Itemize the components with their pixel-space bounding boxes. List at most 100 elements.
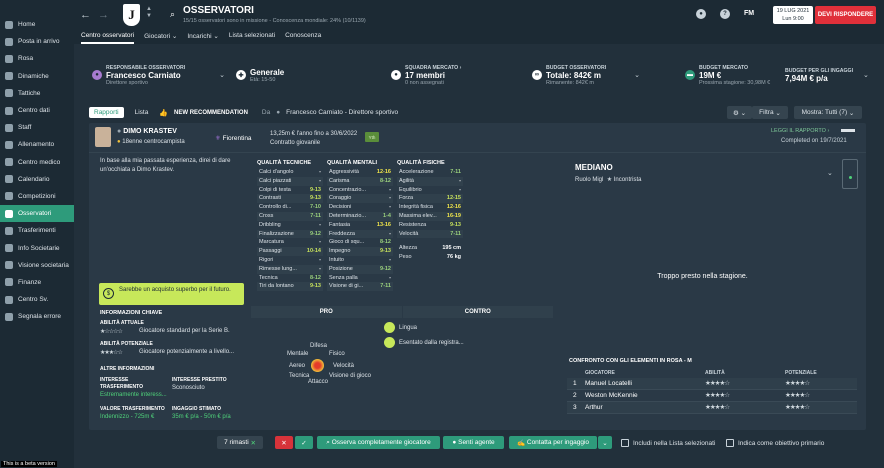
comparison-row[interactable]: 1 Manuel Locatelli ★★★★☆ ★★★★☆ — [567, 378, 857, 390]
filter-button[interactable]: Filtra ⌄ — [752, 106, 788, 119]
trophy-icon — [5, 192, 13, 201]
sidebar-item-dev-centre[interactable]: Centro Sv. — [0, 291, 74, 308]
sidebar-item-inbox[interactable]: Posta in arrivo — [0, 33, 74, 50]
sidebar-item-training[interactable]: Allenamento — [0, 136, 74, 153]
wage-budget-panel[interactable]: BUDGET PER GLI INGAGGI 7,94M € p/a ⌄ — [785, 67, 869, 83]
remaining-counter[interactable]: 7 rimasti ✕ — [217, 436, 263, 449]
show-dropdown[interactable]: Mostra: Tutti (7) ⌄ — [794, 106, 862, 119]
scout-player-button[interactable]: ⌕ Osserva completamente giocatore — [317, 436, 440, 449]
sidebar-item-transfers[interactable]: Trasferimenti — [0, 222, 74, 239]
fm-menu-button[interactable]: FM — [744, 10, 755, 17]
position-pitch — [842, 159, 858, 189]
general-panel[interactable]: ✚ Generale Età: 15-50 — [236, 57, 284, 93]
help-icon[interactable]: ? — [720, 9, 730, 19]
staff-icon — [5, 123, 13, 132]
chevron-down-icon[interactable]: ⌄ — [863, 72, 869, 79]
sidebar-item-medical[interactable]: Centro medico — [0, 154, 74, 171]
sidebar-item-club-vision[interactable]: Visione societaria — [0, 257, 74, 274]
tab-shortlist[interactable]: Lista selezionati — [228, 32, 276, 39]
dollar-icon: $ — [103, 288, 114, 299]
report-header: ● DIMO KRASTEV ● 18enne centrocampista ⚜… — [89, 123, 866, 153]
attribute-row: Passaggi 10-14 — [257, 247, 323, 256]
flag-icon — [841, 129, 855, 132]
social-icon[interactable]: ● — [696, 9, 706, 19]
comparison-row[interactable]: 3 Arthur ★★★★☆ ★★★★☆ — [567, 402, 857, 414]
attribute-row: Accelerazione 7-11 — [399, 169, 461, 175]
chevron-down-icon[interactable]: ⌄ — [827, 170, 833, 177]
comparison-header: GIOCATORE ABILITÀ POTENZIALE — [585, 370, 817, 376]
tab-list[interactable]: Lista — [134, 109, 149, 116]
player-photo[interactable] — [95, 127, 111, 147]
chevron-down-icon[interactable]: ⌄ — [634, 72, 641, 79]
attribute-row: Calci d'angolo - — [259, 169, 321, 175]
read-report-link[interactable]: LEGGI IL RAPPORTO › — [771, 128, 830, 134]
sidebar-item-dynamics[interactable]: Dinamiche — [0, 68, 74, 85]
sidebar-item-data-hub[interactable]: Centro dati — [0, 102, 74, 119]
sidebar-item-club-info[interactable]: Info Societarie — [0, 239, 74, 256]
sidebar-item-tactics[interactable]: Tattiche — [0, 85, 74, 102]
report-description: In base alla mia passata esperienza, dir… — [100, 158, 231, 173]
attribute-row: Cross 7-11 — [257, 211, 323, 221]
game-date[interactable]: 19 LUG 2021 Lun 9:00 — [773, 6, 813, 24]
completed-date: Completed on 19/7/2021 — [781, 138, 847, 144]
transfer-budget-panel[interactable]: ▬ BUDGET MERCATO 19M € Prossima stagione… — [685, 64, 771, 86]
chevron-down-icon[interactable]: ⌄ — [219, 72, 226, 79]
handshake-icon: ✍ — [516, 439, 527, 447]
accept-button[interactable]: ✓ — [295, 436, 313, 449]
player-club[interactable]: ⚜ Fiorentina — [215, 135, 252, 142]
dev-centre-icon — [5, 295, 13, 304]
page-subtitle: 15/15 osservatori sono in missione - Con… — [183, 18, 366, 24]
reject-button[interactable]: ✕ — [275, 436, 293, 449]
tab-scouting-centre[interactable]: Centro osservatori — [81, 32, 135, 44]
comparison-table: GIOCATORE ABILITÀ POTENZIALE 1 Manuel Loc… — [567, 368, 857, 414]
attribute-row: Controllo di... 7-10 — [259, 204, 321, 211]
tab-assignments[interactable]: Incarichi ⌄ — [187, 33, 219, 40]
player-name[interactable]: ● DIMO KRASTEV — [117, 128, 177, 135]
scouting-icon: ⌕ — [170, 9, 176, 19]
sidebar-item-home[interactable]: Home — [0, 16, 74, 33]
agent-button[interactable]: ● Senti agente — [443, 436, 504, 449]
attribute-row: Decisioni - — [329, 204, 391, 211]
binoculars-icon: ∞ — [532, 70, 542, 80]
back-arrow-icon[interactable]: ← — [80, 9, 91, 21]
tab-players[interactable]: Giocatori ⌄ — [144, 33, 178, 40]
offer-dropdown-button[interactable]: ⌄ — [598, 436, 612, 449]
attribute-row: Carisma 8-12 — [327, 176, 393, 186]
view-options-button[interactable]: ⚙ ⌄ — [727, 106, 752, 119]
sidebar-item-staff[interactable]: Staff — [0, 119, 74, 136]
forward-arrow-icon[interactable]: → — [98, 9, 109, 21]
calendar-icon — [5, 175, 13, 184]
attribute-row: Rigori - — [259, 256, 321, 263]
primary-target-checkbox[interactable]: Indica come obiettivo primario — [726, 439, 824, 447]
transfer-icon — [5, 226, 13, 235]
binoculars-icon — [5, 209, 13, 218]
comparison-title: CONFRONTO CON GLI ELEMENTI IN ROSA - M — [569, 358, 692, 364]
tab-reports[interactable]: Rapporti — [89, 107, 124, 118]
chief-scout-panel[interactable]: ● RESPONSABILE OSSERVATORI Francesco Car… — [92, 57, 225, 93]
sidebar-item-scouting[interactable]: Osservatori — [0, 205, 74, 223]
sidebar-item-report-bug[interactable]: Segnala errore — [0, 308, 74, 325]
attribute-row: Calci piazzati - — [257, 176, 323, 186]
shortlist-checkbox[interactable]: Includi nella Lista selezionati — [621, 439, 715, 447]
scouting-budget-panel[interactable]: ∞ BUDGET OSSERVATORI Totale: 842€ m Rima… — [532, 57, 640, 93]
sidebar-item-squad[interactable]: Rosa — [0, 50, 74, 67]
club-crest[interactable]: J — [123, 4, 140, 26]
recommended-by[interactable]: Francesco Carniato - Direttore sportivo — [286, 109, 399, 116]
sidebar-item-calendar[interactable]: Calendario — [0, 171, 74, 188]
sidebar-item-finances[interactable]: Finanze — [0, 274, 74, 291]
tab-knowledge[interactable]: Conoscenza — [285, 32, 322, 39]
attribute-row: Colpi di testa 9-13 — [259, 186, 321, 193]
youth-badge: Yth — [365, 132, 379, 142]
respond-button[interactable]: DEVI RISPONDERE — [815, 6, 876, 24]
pros-cons-header: PRO CONTRO — [251, 306, 553, 318]
sidebar-item-competitions[interactable]: Competizioni — [0, 188, 74, 205]
medical-icon — [5, 158, 13, 167]
best-role: Ruolo Migl ★ Incontrista — [575, 177, 642, 183]
vision-icon — [5, 261, 13, 270]
recruitment-team-panel[interactable]: ● SQUADRA MERCATO › 17 membri 0 non asse… — [391, 57, 461, 93]
beta-label: This is a beta version — [1, 461, 57, 467]
attribute-row: Posizione 9-12 — [327, 264, 393, 274]
comparison-row[interactable]: 2 Weston McKennie ★★★★☆ ★★★★☆ — [567, 390, 857, 402]
club-switch-icon[interactable]: ▲ ▼ — [146, 6, 152, 19]
make-offer-button[interactable]: ✍ Contatta per ingaggio — [509, 436, 597, 449]
